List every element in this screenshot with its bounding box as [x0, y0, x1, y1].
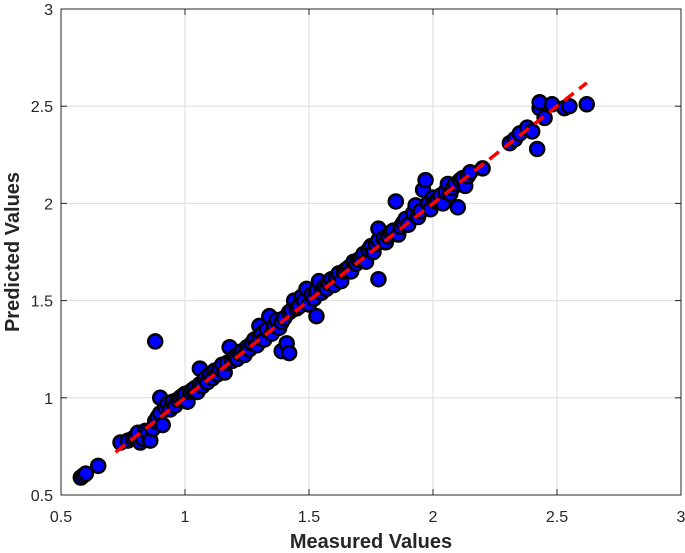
- data-point: [528, 140, 546, 158]
- data-point: [89, 457, 107, 475]
- x-tick-label: 0.5: [50, 509, 72, 526]
- x-tick-label: 3: [677, 509, 685, 526]
- y-tick-label: 1.5: [31, 294, 53, 311]
- data-point: [308, 307, 325, 325]
- x-axis-ticks: 0.5 1 1.5 2 2.5 3: [50, 9, 685, 526]
- axes: [60, 8, 682, 496]
- y-axis-ticks: 0.5 1 1.5 2 2.5 3: [31, 2, 681, 505]
- fit-line: [114, 81, 588, 454]
- fit-line-group: [114, 81, 588, 454]
- data-point: [280, 344, 298, 362]
- data-point: [154, 416, 171, 434]
- data-point: [578, 96, 596, 113]
- data-point: [449, 199, 467, 216]
- y-tick-label: 2: [44, 196, 53, 213]
- y-axis-label: Predicted Values: [2, 172, 24, 332]
- x-tick-label: 2: [429, 509, 438, 526]
- y-tick-label: 2.5: [31, 99, 53, 116]
- data-point: [387, 193, 405, 210]
- plot-frame: [60, 8, 682, 496]
- data-point: [77, 465, 95, 482]
- x-tick-label: 1: [181, 509, 190, 526]
- y-tick-label: 3: [44, 2, 53, 19]
- data-point: [370, 270, 387, 288]
- data-point: [146, 333, 164, 350]
- x-tick-label: 1.5: [298, 509, 320, 526]
- y-tick-label: 1: [44, 391, 53, 408]
- x-axis-label: Measured Values: [290, 531, 452, 553]
- y-tick-label: 0.5: [31, 488, 53, 505]
- data-point: [561, 97, 578, 115]
- x-tick-label: 2.5: [546, 509, 568, 526]
- data-point: [417, 171, 434, 189]
